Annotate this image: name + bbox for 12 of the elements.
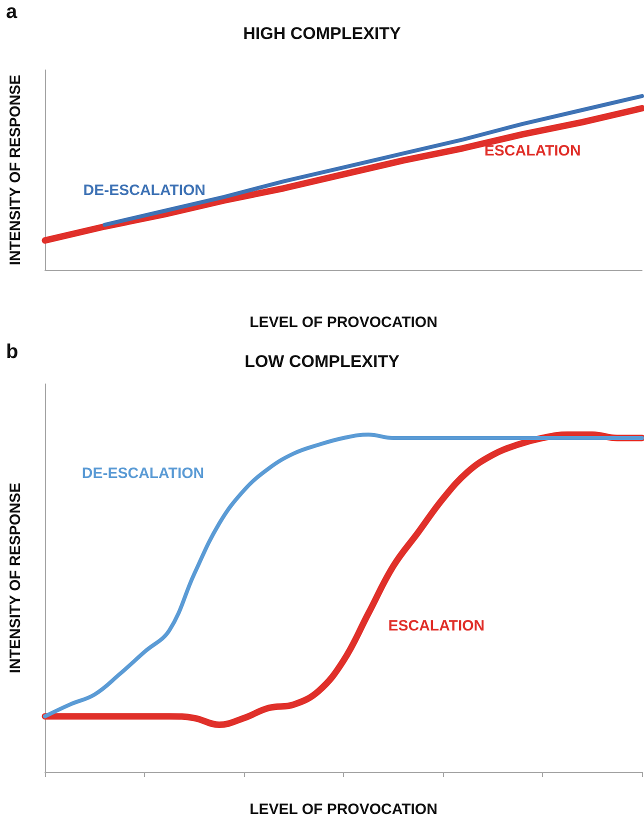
x-axis-title: LEVEL OF PROVOCATION (250, 314, 438, 331)
text: DE-ESCALATION (82, 465, 204, 482)
text: b (6, 341, 18, 363)
series-label: DE-ESCALATION (83, 182, 206, 199)
chart-title: LOW COMPLEXITY (244, 352, 400, 371)
y-axis-title: INTENSITY OF RESPONSE (7, 74, 24, 266)
x-axis-title: LEVEL OF PROVOCATION (250, 801, 438, 818)
y-axis-title: INTENSITY OF RESPONSE (7, 482, 24, 674)
series-label: ESCALATION (484, 142, 581, 160)
chart-title: HIGH COMPLEXITY (243, 24, 402, 43)
series-label: ESCALATION (388, 618, 485, 635)
text: a (6, 1, 18, 23)
